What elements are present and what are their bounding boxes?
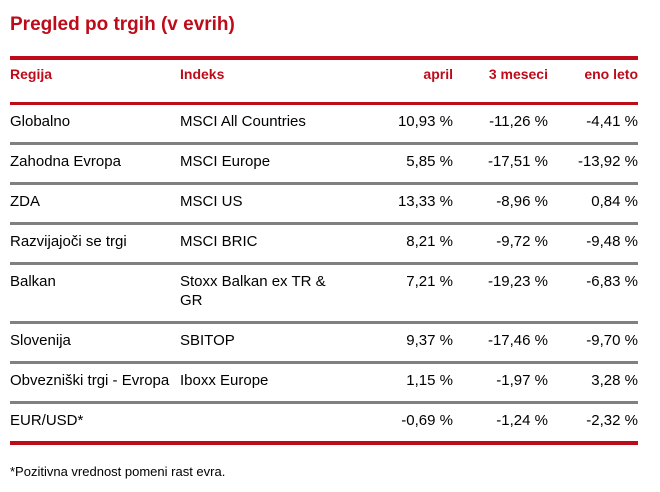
region-cell: Razvijajoči se trgi xyxy=(10,223,180,265)
column-header-eno-leto: eno leto xyxy=(548,56,638,105)
value-cell-3-meseci: -19,23 % xyxy=(453,263,548,324)
column-header-3-meseci: 3 meseci xyxy=(453,56,548,105)
table-row-eur-usd: EUR/USD* -0,69 % -1,24 % -2,32 % xyxy=(10,402,638,445)
index-cell: MSCI BRIC xyxy=(180,223,358,265)
index-cell: Stoxx Balkan ex TR & GR xyxy=(180,263,358,324)
index-cell: MSCI All Countries xyxy=(180,103,358,145)
index-cell: SBITOP xyxy=(180,322,358,364)
value-cell-3-meseci: -9,72 % xyxy=(453,223,548,265)
table-header-row: Regija Indeks april 3 meseci eno leto xyxy=(10,56,638,105)
region-cell: Obvezniški trgi - Evropa xyxy=(10,362,180,404)
value-cell-april: 1,15 % xyxy=(358,362,453,404)
value-cell-eno-leto: -13,92 % xyxy=(548,143,638,185)
value-cell-april: 10,93 % xyxy=(358,103,453,145)
value-cell-eno-leto: -9,70 % xyxy=(548,322,638,364)
markets-table: Regija Indeks april 3 meseci eno leto Gl… xyxy=(10,56,638,445)
region-cell: Slovenija xyxy=(10,322,180,364)
table-row-globalno: Globalno MSCI All Countries 10,93 % -11,… xyxy=(10,103,638,145)
table-row-zda: ZDA MSCI US 13,33 % -8,96 % 0,84 % xyxy=(10,183,638,225)
value-cell-april: -0,69 % xyxy=(358,402,453,445)
table-row-obvezniski-trgi-evropa: Obvezniški trgi - Evropa Iboxx Europe 1,… xyxy=(10,362,638,404)
index-cell: Iboxx Europe xyxy=(180,362,358,404)
value-cell-3-meseci: -8,96 % xyxy=(453,183,548,225)
index-cell: MSCI US xyxy=(180,183,358,225)
value-cell-april: 5,85 % xyxy=(358,143,453,185)
column-header-april: april xyxy=(358,56,453,105)
value-cell-eno-leto: -9,48 % xyxy=(548,223,638,265)
value-cell-3-meseci: -11,26 % xyxy=(453,103,548,145)
value-cell-april: 8,21 % xyxy=(358,223,453,265)
index-cell xyxy=(180,402,358,445)
value-cell-april: 7,21 % xyxy=(358,263,453,324)
value-cell-april: 9,37 % xyxy=(358,322,453,364)
region-cell: Globalno xyxy=(10,103,180,145)
index-cell: MSCI Europe xyxy=(180,143,358,185)
region-cell: Zahodna Evropa xyxy=(10,143,180,185)
region-cell: ZDA xyxy=(10,183,180,225)
table-row-balkan: Balkan Stoxx Balkan ex TR & GR 7,21 % -1… xyxy=(10,263,638,324)
value-cell-eno-leto: -4,41 % xyxy=(548,103,638,145)
table-row-razvijajoci-se-trgi: Razvijajoči se trgi MSCI BRIC 8,21 % -9,… xyxy=(10,223,638,265)
column-header-regija: Regija xyxy=(10,56,180,105)
value-cell-eno-leto: 3,28 % xyxy=(548,362,638,404)
value-cell-3-meseci: -17,46 % xyxy=(453,322,548,364)
table-row-slovenija: Slovenija SBITOP 9,37 % -17,46 % -9,70 % xyxy=(10,322,638,364)
value-cell-eno-leto: 0,84 % xyxy=(548,183,638,225)
value-cell-eno-leto: -2,32 % xyxy=(548,402,638,445)
value-cell-3-meseci: -1,24 % xyxy=(453,402,548,445)
footnote: *Pozitivna vrednost pomeni rast evra. xyxy=(10,464,226,479)
value-cell-3-meseci: -17,51 % xyxy=(453,143,548,185)
value-cell-april: 13,33 % xyxy=(358,183,453,225)
value-cell-eno-leto: -6,83 % xyxy=(548,263,638,324)
column-header-indeks: Indeks xyxy=(180,56,358,105)
table-row-zahodna-evropa: Zahodna Evropa MSCI Europe 5,85 % -17,51… xyxy=(10,143,638,185)
region-cell: EUR/USD* xyxy=(10,402,180,445)
page-title: Pregled po trgih (v evrih) xyxy=(10,14,235,35)
region-cell: Balkan xyxy=(10,263,180,324)
value-cell-3-meseci: -1,97 % xyxy=(453,362,548,404)
